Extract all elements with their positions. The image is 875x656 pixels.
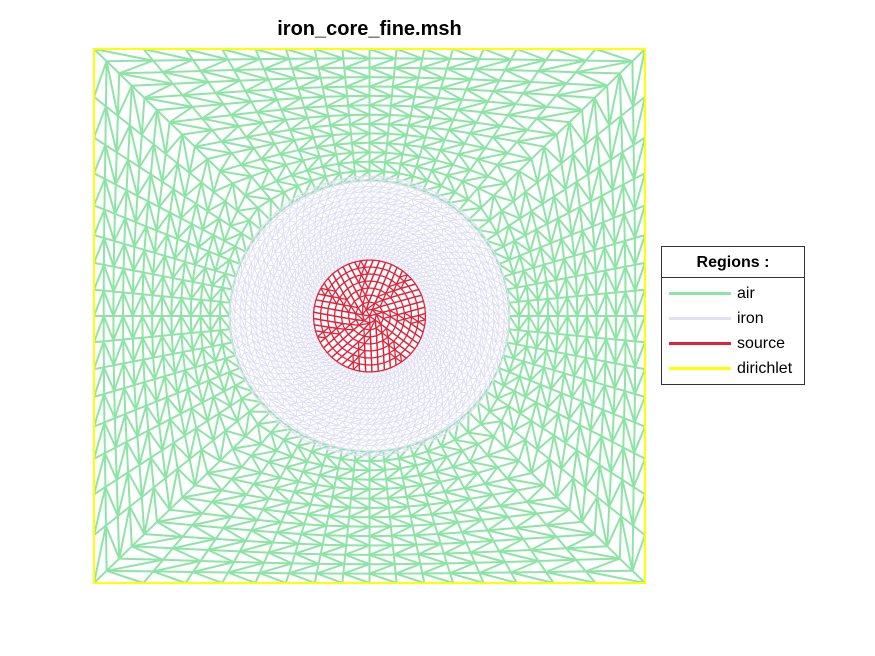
legend-swatch-iron: [669, 317, 731, 320]
iron-region-mesh: [229, 175, 510, 457]
legend-item-iron: iron: [662, 306, 804, 331]
legend-label-dirichlet: dirichlet: [737, 360, 793, 377]
dirichlet-boundary: [93, 48, 646, 584]
legend-item-source: source: [662, 331, 804, 356]
legend-item-air: air: [662, 281, 804, 306]
legend-title: Regions :: [662, 247, 804, 278]
source-region-mesh: [312, 259, 427, 373]
legend-item-dirichlet: dirichlet: [662, 356, 804, 381]
legend-swatch-source: [669, 342, 731, 345]
legend-label-air: air: [737, 285, 755, 302]
legend-swatch-dirichlet: [669, 367, 731, 370]
chart-title: iron_core_fine.msh: [277, 18, 462, 40]
legend: Regions : air iron source dirichlet: [661, 246, 805, 385]
legend-label-iron: iron: [737, 310, 764, 327]
legend-label-source: source: [737, 335, 786, 352]
legend-swatch-air: [669, 292, 731, 295]
